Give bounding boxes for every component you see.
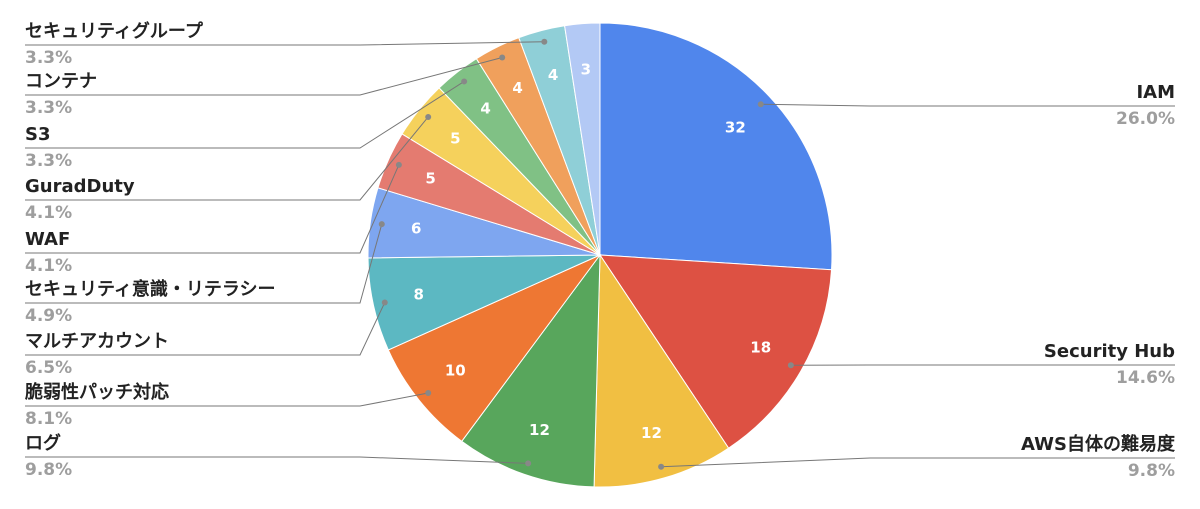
leader-dot <box>425 390 432 397</box>
leader-dot <box>461 78 468 85</box>
leader-dot <box>378 221 385 228</box>
slice-value-label: 32 <box>725 119 746 137</box>
slice-value-label: 3 <box>581 60 591 78</box>
legend-label: WAF <box>25 229 70 250</box>
slice-value-label: 10 <box>445 362 466 380</box>
slice-value-label: 6 <box>411 220 421 238</box>
leader-dot <box>381 299 388 306</box>
percent-label: 3.3% <box>25 98 72 118</box>
legend-label: セキュリティグループ <box>25 20 204 42</box>
leader-dot <box>395 161 402 168</box>
legend-label: セキュリティ意識・リテラシー <box>25 278 276 300</box>
slice-value-label: 5 <box>450 129 460 147</box>
legend-label: Security Hub <box>1044 341 1175 362</box>
percent-label: 4.1% <box>25 203 72 223</box>
pie-slice <box>387 253 602 442</box>
pie-slice <box>564 22 601 256</box>
legend-label: AWS自体の難易度 <box>1021 433 1176 455</box>
percent-label: 9.8% <box>1128 461 1175 481</box>
leader-line <box>25 57 503 96</box>
leader-line <box>661 457 1175 468</box>
legend-label: 脆弱性パッチ対応 <box>24 381 169 403</box>
percent-label: 3.3% <box>25 48 72 68</box>
slice-value-label: 4 <box>480 99 490 117</box>
leader-dot <box>757 101 764 108</box>
leader-dot <box>525 460 532 467</box>
leader-dot <box>425 113 432 120</box>
leader-line <box>25 164 400 254</box>
pie-slice <box>593 253 730 488</box>
slice-value-label: 12 <box>529 421 550 439</box>
percent-label: 4.9% <box>25 306 72 326</box>
legend-label: ログ <box>25 432 61 454</box>
legend-label: マルチアカウント <box>25 331 169 352</box>
leader-line <box>25 392 429 407</box>
leader-line <box>25 456 529 464</box>
slice-value-label: 12 <box>641 424 662 442</box>
legend-label: S3 <box>25 124 51 145</box>
leader-line <box>25 81 465 149</box>
pie-slice <box>599 22 833 271</box>
slice-value-label: 4 <box>512 79 522 97</box>
leader-dot <box>787 362 794 369</box>
leader-dot <box>499 54 506 61</box>
pie-slice <box>461 253 601 488</box>
leader-line <box>25 116 429 201</box>
percent-label: 6.5% <box>25 358 72 378</box>
slice-value-label: 8 <box>414 285 424 303</box>
legend-label: コンテナ <box>25 71 97 92</box>
percent-label: 4.1% <box>25 256 72 276</box>
leader-line <box>25 224 383 304</box>
percent-label: 26.0% <box>1116 109 1175 129</box>
slice-value-label: 18 <box>750 338 771 356</box>
leader-line <box>25 41 545 46</box>
leader-dot <box>541 38 548 45</box>
legend-label: IAM <box>1136 82 1175 103</box>
legend-label: GuradDuty <box>25 176 135 197</box>
leader-line <box>25 302 386 356</box>
percent-label: 8.1% <box>25 409 72 429</box>
leader-line <box>760 103 1175 107</box>
percent-label: 14.6% <box>1116 368 1175 388</box>
leader-dot <box>658 463 665 470</box>
percent-label: 9.8% <box>25 460 72 480</box>
percent-label: 3.3% <box>25 151 72 171</box>
slice-value-label: 4 <box>548 66 558 84</box>
pie-slice <box>599 254 833 449</box>
slice-value-label: 5 <box>425 170 435 188</box>
